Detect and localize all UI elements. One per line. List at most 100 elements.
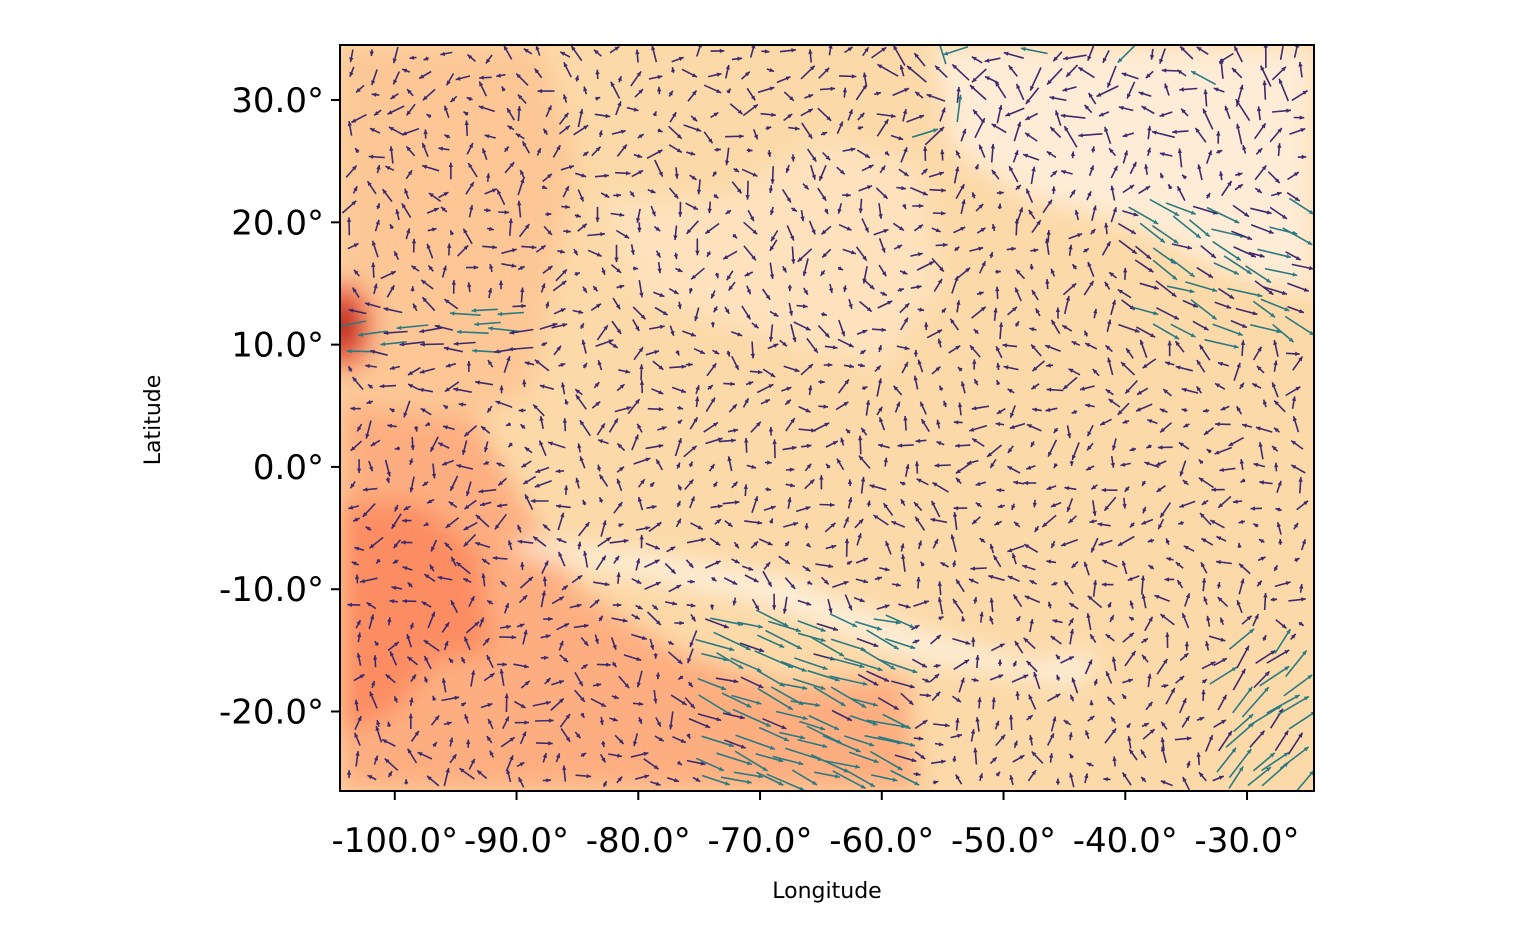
wind-arrow-head — [506, 422, 511, 426]
wind-arrow-head — [409, 55, 415, 60]
wind-arrow-head — [385, 166, 391, 171]
wind-arrow — [354, 546, 365, 551]
wind-arrow-head — [387, 771, 392, 777]
wind-arrow — [386, 284, 395, 298]
wind-arrow-head — [542, 185, 548, 189]
wind-arrow — [424, 676, 429, 683]
wind-arrow — [465, 181, 475, 195]
wind-arrow — [356, 652, 362, 666]
wind-arrow-head — [487, 287, 493, 293]
wind-arrow — [577, 108, 584, 128]
wind-arrow-head — [466, 97, 472, 102]
wind-arrow — [516, 623, 525, 628]
wind-arrow — [501, 263, 517, 268]
wind-arrow — [517, 93, 527, 104]
wind-arrow — [392, 71, 401, 85]
wind-arrow — [470, 670, 476, 687]
wind-arrow-head — [509, 162, 515, 167]
wind-arrow — [460, 656, 466, 664]
wind-arrow-head — [494, 349, 500, 354]
wind-arrow — [497, 477, 507, 487]
wind-arrow — [387, 105, 405, 115]
wind-arrow — [501, 248, 517, 255]
wind-arrow — [532, 535, 547, 547]
wind-arrow-head — [466, 361, 472, 366]
wind-arrow-head — [558, 551, 563, 557]
wind-arrow — [577, 521, 591, 537]
wind-arrow — [384, 758, 399, 771]
wind-arrow — [411, 238, 417, 253]
wind-arrow — [524, 361, 535, 366]
wind-arrow-head — [555, 469, 561, 474]
wind-arrow-head — [464, 431, 470, 437]
wind-arrow — [535, 741, 553, 746]
wind-arrow — [563, 229, 571, 234]
wind-arrow-head — [484, 134, 490, 139]
wind-arrow-head — [351, 118, 357, 123]
wind-arrow — [547, 441, 566, 449]
wind-arrow — [375, 558, 381, 565]
wind-arrow-head — [444, 105, 449, 111]
wind-arrow-head — [350, 483, 355, 489]
wind-arrow-head — [434, 324, 440, 329]
wind-arrow-head — [384, 758, 390, 764]
wind-arrow — [352, 517, 361, 523]
wind-arrow-head — [524, 720, 529, 725]
wind-arrow — [374, 640, 380, 647]
wind-arrow-head — [393, 642, 399, 647]
wind-arrow — [574, 689, 586, 703]
wind-arrow-head — [520, 178, 525, 184]
wind-arrow-head — [347, 602, 352, 607]
wind-arrow — [391, 585, 403, 590]
wind-arrow-head — [558, 680, 564, 685]
wind-arrow-head — [562, 269, 567, 275]
wind-arrow — [403, 400, 411, 418]
wind-arrow — [583, 550, 589, 568]
wind-arrow — [354, 147, 360, 153]
wind-arrow-head — [424, 676, 429, 682]
wind-arrow-head — [445, 363, 451, 368]
wind-arrow-head — [428, 193, 434, 198]
wind-arrow — [579, 419, 591, 437]
wind-arrow — [441, 459, 454, 466]
wind-arrow — [579, 456, 586, 469]
wind-arrow — [573, 623, 589, 629]
wind-arrow-head — [502, 662, 507, 667]
wind-arrow — [575, 394, 587, 410]
wind-arrow — [480, 425, 491, 434]
wind-arrow-head — [469, 205, 474, 210]
wind-arrow — [505, 754, 514, 772]
wind-arrow — [556, 622, 570, 631]
wind-arrow — [497, 662, 508, 667]
wind-arrow — [421, 142, 429, 157]
wind-arrow — [492, 556, 508, 561]
wind-arrow — [379, 384, 397, 389]
wind-arrow-head — [430, 446, 435, 452]
wind-arrow — [563, 94, 568, 103]
wind-arrow-head — [411, 238, 417, 244]
wind-arrow — [574, 213, 582, 218]
wind-arrow-head — [581, 173, 587, 178]
wind-arrow-head — [547, 105, 552, 111]
wind-arrow-head — [475, 542, 481, 547]
wind-arrow — [519, 169, 526, 179]
wind-arrow-head — [494, 524, 500, 530]
wind-arrow — [418, 387, 434, 393]
wind-arrow — [453, 387, 472, 393]
wind-arrow-head — [410, 286, 415, 291]
wind-arrow-head — [582, 363, 587, 368]
wind-arrow-head — [349, 71, 354, 77]
wind-arrow-head — [450, 485, 455, 491]
wind-arrow — [355, 84, 365, 94]
wind-arrow-head — [431, 611, 435, 617]
wind-arrow — [396, 324, 429, 330]
wind-arrow — [394, 504, 399, 512]
wind-arrow-head — [492, 245, 497, 250]
wind-arrow-head — [581, 339, 586, 345]
wind-arrow-head — [540, 245, 546, 250]
wind-arrow-head — [552, 322, 558, 328]
wind-arrow — [483, 208, 491, 213]
wind-arrow-head — [463, 541, 469, 547]
wind-arrow-head — [524, 361, 530, 366]
wind-arrow-head — [530, 498, 536, 504]
